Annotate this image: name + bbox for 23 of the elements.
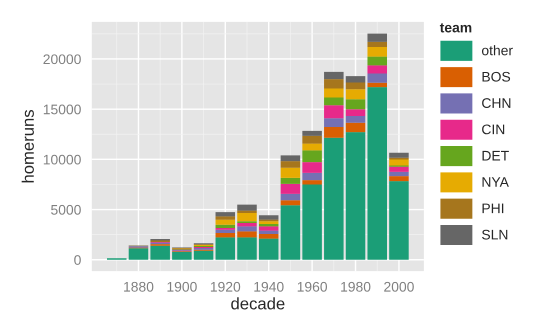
x-axis-title: decade bbox=[231, 297, 284, 310]
legend-label: CIN bbox=[482, 124, 504, 134]
x-tick-label: 1900 bbox=[167, 282, 197, 292]
x-tick-label: 1920 bbox=[210, 282, 240, 292]
y-axis-title: homeruns bbox=[22, 110, 34, 182]
legend-label: DET bbox=[482, 150, 509, 160]
x-tick-label: 1940 bbox=[254, 282, 284, 292]
x-tick-label: 1960 bbox=[298, 282, 328, 292]
legend-title: team bbox=[440, 23, 472, 32]
legend-label: BOS bbox=[482, 72, 510, 82]
y-tick-label: 5000 bbox=[51, 204, 81, 215]
x-tick-label: 1980 bbox=[341, 282, 370, 292]
x-tick-label: 1880 bbox=[124, 282, 154, 292]
y-tick-label: 0 bbox=[74, 255, 81, 265]
y-tick-label: 10000 bbox=[44, 154, 81, 165]
y-tick-label: 15000 bbox=[44, 104, 81, 114]
legend-label: SLN bbox=[482, 230, 508, 240]
legend-label: NYA bbox=[482, 177, 509, 187]
y-tick-label: 20000 bbox=[43, 54, 81, 64]
legend-label: other bbox=[482, 45, 513, 56]
x-tick-label: 2000 bbox=[384, 282, 414, 292]
legend-label: PHI bbox=[482, 204, 504, 214]
legend-label: CHN bbox=[482, 98, 510, 108]
